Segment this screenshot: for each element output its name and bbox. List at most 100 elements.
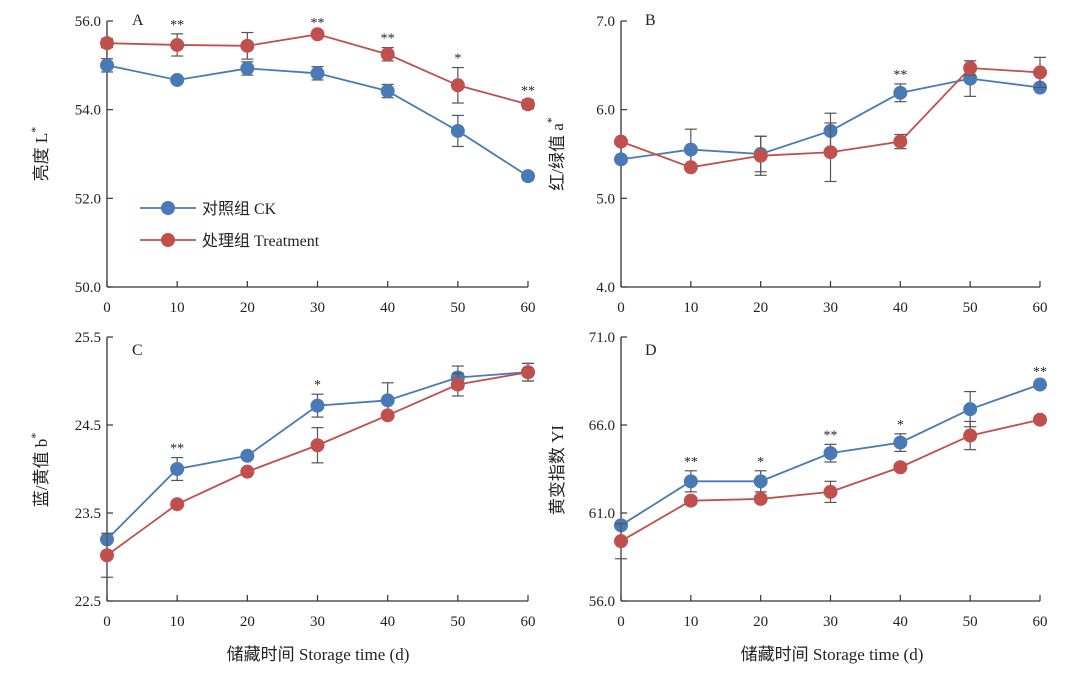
data-point-treatment xyxy=(753,148,768,163)
data-point-treatment xyxy=(823,145,838,160)
x-tick-label: 40 xyxy=(893,300,908,316)
significance-mark: * xyxy=(897,418,904,433)
data-point-ck xyxy=(450,123,465,138)
series-treatment xyxy=(100,27,535,112)
x-tick-label: 0 xyxy=(617,614,625,630)
data-point-ck xyxy=(753,474,768,489)
data-point-ck xyxy=(521,169,535,184)
x-tick-label: 30 xyxy=(823,614,838,630)
x-axis-label-right: 储藏时间 Storage time (d) xyxy=(741,645,924,664)
data-point-ck xyxy=(380,393,395,408)
data-point-treatment xyxy=(1033,65,1047,80)
data-point-treatment xyxy=(240,464,255,479)
panel-caption: A xyxy=(132,12,144,29)
x-tick-label: 10 xyxy=(683,300,698,316)
x-tick-label: 30 xyxy=(310,614,325,630)
significance-mark: ** xyxy=(521,84,535,99)
x-tick-label: 60 xyxy=(1033,300,1048,316)
data-point-treatment xyxy=(521,97,535,112)
series-treatment xyxy=(614,56,1047,183)
significance-mark: ** xyxy=(170,18,184,33)
series-line-ck xyxy=(106,64,529,177)
y-tick-label: 56.0 xyxy=(75,14,101,30)
y-axis-label: 亮度 L* xyxy=(28,127,51,182)
y-tick-label: 71.0 xyxy=(589,330,615,346)
data-point-treatment xyxy=(450,377,465,392)
x-tick-label: 10 xyxy=(170,614,185,630)
significance-mark: ** xyxy=(1033,365,1047,380)
x-tick-label: 50 xyxy=(450,614,465,630)
data-point-ck xyxy=(100,58,114,73)
x-tick-label: 60 xyxy=(521,614,536,630)
data-point-treatment xyxy=(963,428,978,443)
series-ck xyxy=(614,377,1047,533)
significance-mark: ** xyxy=(381,32,395,47)
data-point-treatment xyxy=(170,37,185,52)
panel-b: 4.0 5.0 6.0 7.0 0 10 20 30 40 50 60 B 红/绿值 a* ** xyxy=(544,12,1048,316)
data-point-treatment xyxy=(683,160,698,175)
x-tick-label: 60 xyxy=(1033,614,1048,630)
significance-mark: * xyxy=(314,378,321,393)
data-point-ck xyxy=(893,85,908,100)
data-point-treatment xyxy=(170,497,185,512)
x-tick-label: 10 xyxy=(170,300,185,316)
x-tick-label: 20 xyxy=(753,614,768,630)
data-point-ck xyxy=(893,435,908,450)
y-tick-label: 66.0 xyxy=(589,418,615,434)
data-point-ck xyxy=(170,462,185,476)
x-axis-label-left: 储藏时间 Storage time (d) xyxy=(227,645,410,664)
panel-caption: D xyxy=(645,342,657,359)
data-point-ck xyxy=(683,474,698,489)
y-tick-label: 54.0 xyxy=(75,103,101,119)
x-tick-label: 50 xyxy=(963,614,978,630)
significance-mark: ** xyxy=(684,455,698,470)
y-tick-label: 6.0 xyxy=(596,103,615,119)
x-tick-label: 0 xyxy=(103,614,111,630)
significance-mark: ** xyxy=(893,68,907,83)
data-point-ck xyxy=(1033,377,1047,392)
data-point-ck xyxy=(683,142,698,157)
y-tick-label: 61.0 xyxy=(589,506,615,522)
data-point-treatment xyxy=(450,78,465,93)
y-tick-label: 23.5 xyxy=(75,506,101,522)
data-point-treatment xyxy=(893,134,908,149)
x-tick-label: 20 xyxy=(240,300,255,316)
data-point-treatment xyxy=(240,38,255,53)
y-tick-label: 56.0 xyxy=(589,594,615,610)
x-tick-label: 50 xyxy=(450,300,465,316)
panel-caption: B xyxy=(645,12,656,29)
y-tick-label: 5.0 xyxy=(596,191,615,207)
data-point-treatment xyxy=(683,493,698,508)
y-tick-label: 7.0 xyxy=(596,14,615,30)
data-point-treatment xyxy=(614,134,628,149)
x-tick-label: 30 xyxy=(823,300,838,316)
data-point-treatment xyxy=(823,484,838,499)
data-point-ck xyxy=(240,448,255,463)
data-point-ck xyxy=(823,446,838,461)
legend-ck-marker xyxy=(161,201,175,215)
y-axis-label: 黄变指数 YI xyxy=(548,425,567,516)
legend-treatment-label: 处理组 Treatment xyxy=(202,232,320,250)
data-point-ck xyxy=(170,72,185,87)
y-tick-label: 4.0 xyxy=(596,280,615,296)
data-point-treatment xyxy=(963,60,978,75)
significance-mark: * xyxy=(757,455,764,470)
significance-mark: ** xyxy=(824,428,838,443)
x-tick-label: 30 xyxy=(310,300,325,316)
legend: 对照组 CK 处理组 Treatment xyxy=(140,200,320,250)
data-point-treatment xyxy=(100,36,114,51)
data-point-treatment xyxy=(614,534,628,549)
data-point-treatment xyxy=(310,27,325,42)
x-tick-label: 10 xyxy=(683,614,698,630)
data-point-treatment xyxy=(521,365,535,380)
significance-mark: ** xyxy=(311,16,325,31)
data-point-treatment xyxy=(100,548,114,563)
significance-mark: * xyxy=(454,52,461,67)
x-tick-label: 0 xyxy=(617,300,625,316)
x-tick-label: 20 xyxy=(240,614,255,630)
data-point-ck xyxy=(963,402,978,417)
data-point-treatment xyxy=(893,460,908,475)
x-tick-label: 40 xyxy=(893,614,908,630)
